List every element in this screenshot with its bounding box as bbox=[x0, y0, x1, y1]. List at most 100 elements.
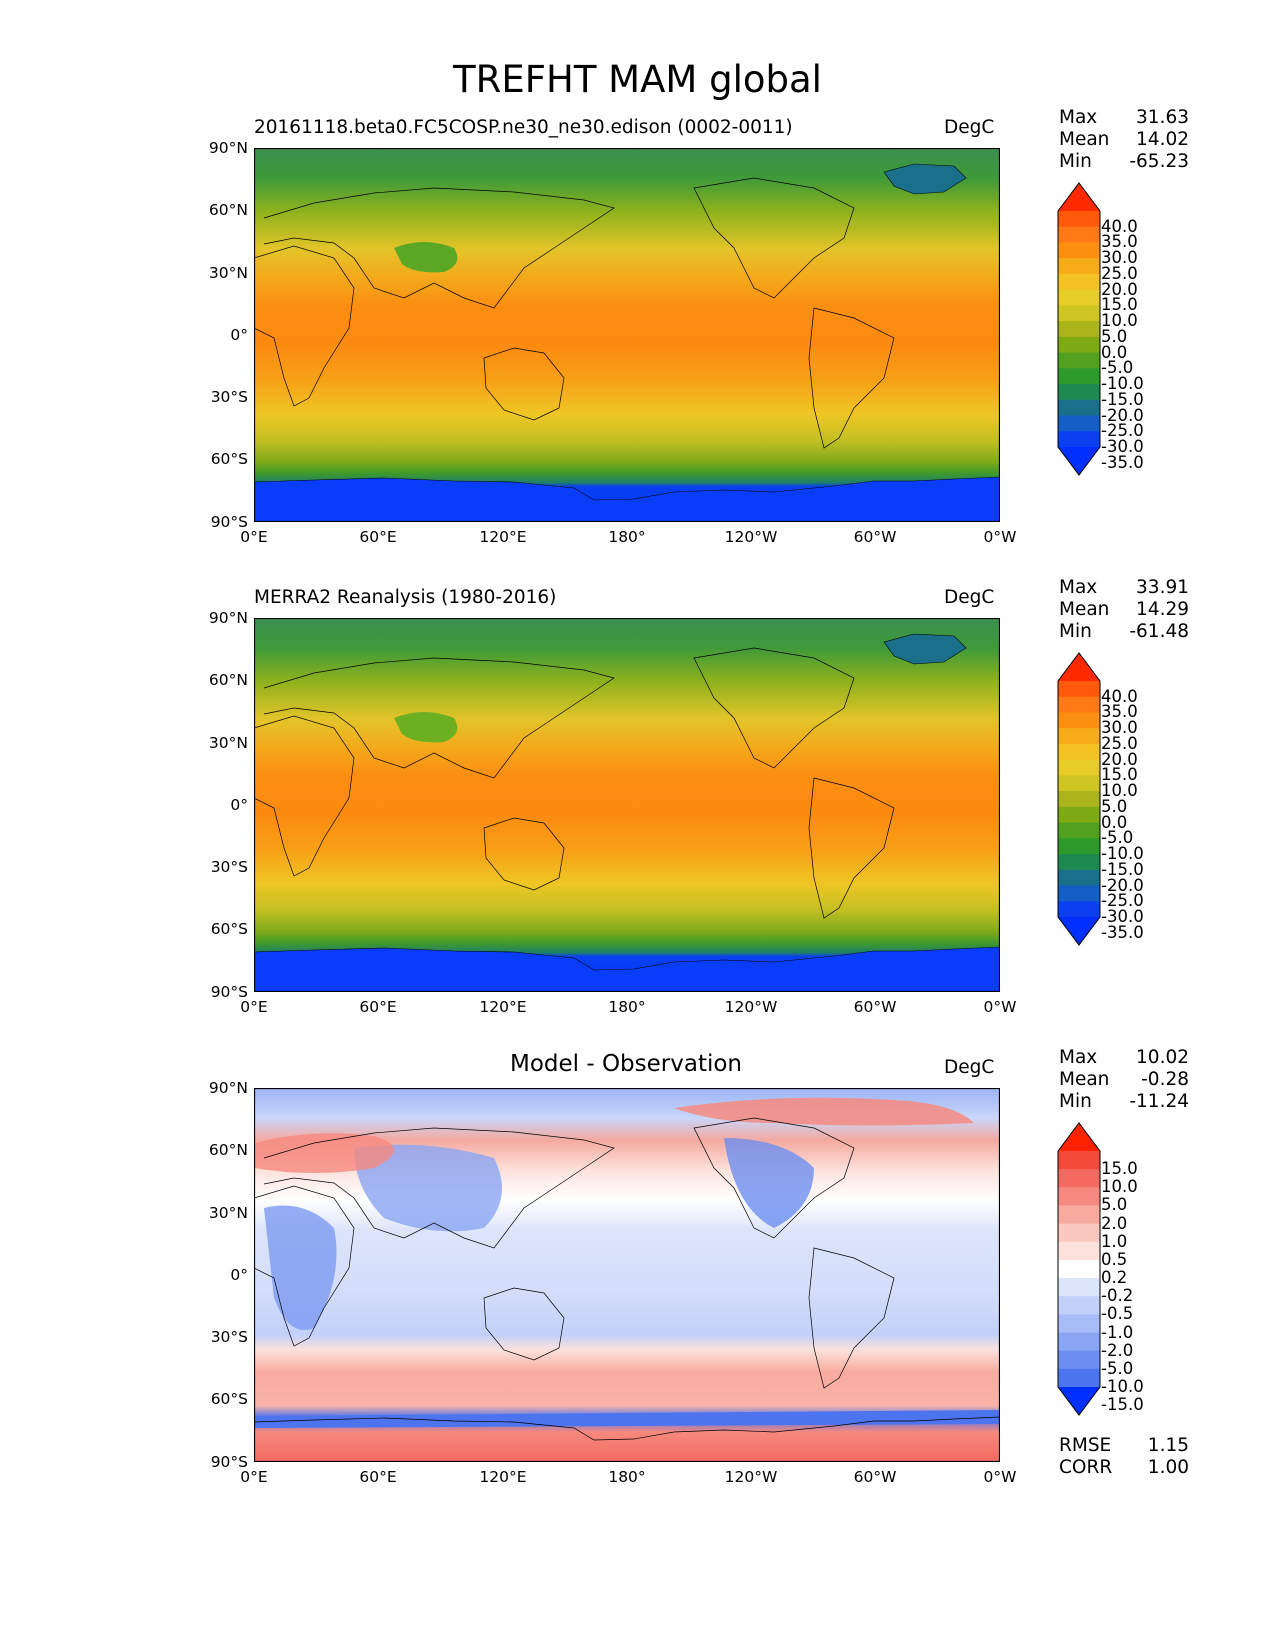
lat-tick: 60°N bbox=[208, 1141, 248, 1159]
figure-title: TREFHT MAM global bbox=[453, 58, 822, 101]
stat-corr: 1.00 bbox=[1147, 1457, 1189, 1478]
colorbar-tick-label: 25.0 bbox=[1101, 263, 1138, 283]
colorbar-tick-label: -10.0 bbox=[1101, 1377, 1144, 1396]
colorbar-extend-min bbox=[1058, 1387, 1100, 1415]
lon-tick: 120°W bbox=[724, 1468, 778, 1486]
colorbar-segment bbox=[1058, 885, 1100, 902]
colorbar-segment bbox=[1058, 854, 1100, 871]
colorbar-segment bbox=[1058, 712, 1100, 729]
colorbar-tick-label: -5.0 bbox=[1101, 358, 1134, 378]
lat-tick: 90°N bbox=[208, 139, 248, 157]
observation-panel: MERRA2 Reanalysis (1980-2016) DegC 90°N … bbox=[0, 577, 1275, 1045]
colorbar-tick-label: -15.0 bbox=[1101, 1395, 1144, 1415]
colorbar bbox=[1057, 1122, 1101, 1416]
colorbar-segment bbox=[1058, 273, 1100, 291]
temperature-map bbox=[254, 618, 1000, 992]
lon-tick: 60°W bbox=[853, 528, 897, 546]
colorbar-segment bbox=[1058, 728, 1100, 745]
colorbar-segment bbox=[1058, 289, 1100, 306]
lat-tick: 30°S bbox=[210, 388, 248, 406]
colorbar-outline bbox=[1057, 1122, 1101, 1416]
colorbar-tick-label: -35.0 bbox=[1101, 922, 1144, 942]
units-label: DegC bbox=[944, 117, 995, 138]
stat-label: Mean bbox=[1059, 1069, 1110, 1090]
south-america-coast bbox=[808, 1247, 895, 1389]
tibet-plateau bbox=[394, 242, 458, 273]
lat-tick: 90°S bbox=[210, 1453, 248, 1471]
colorbar-segment bbox=[1058, 305, 1100, 322]
stat-mean: 14.02 bbox=[1136, 129, 1189, 150]
colorbar-tick-label: 35.0 bbox=[1101, 232, 1138, 252]
map-frame bbox=[254, 618, 1000, 992]
lat-tick: 60°S bbox=[210, 920, 248, 938]
lon-tick: 60°E bbox=[359, 1468, 397, 1486]
lat-tick: 90°S bbox=[210, 513, 248, 531]
antarctica-coast bbox=[254, 946, 1000, 992]
colorbar-tick-label: -25.0 bbox=[1101, 421, 1144, 441]
difference-panel: Model - Observation DegC bbox=[0, 1047, 1275, 1515]
eurasia-coast bbox=[263, 187, 615, 309]
lat-tick: 90°N bbox=[208, 609, 248, 627]
colorbar-tick-label: 10.0 bbox=[1101, 1177, 1138, 1197]
colorbar-outline bbox=[1057, 182, 1101, 476]
colorbar-tick-label: 0.2 bbox=[1101, 1268, 1128, 1288]
units-label: DegC bbox=[944, 1057, 995, 1078]
lon-tick: 0°E bbox=[240, 998, 268, 1016]
colorbar-segment bbox=[1058, 1187, 1100, 1206]
colorbar-tick-label: -15.0 bbox=[1101, 389, 1144, 409]
colorbar-tick-label: 5.0 bbox=[1101, 326, 1128, 346]
map-frame bbox=[254, 1088, 1000, 1462]
colorbar-tick-label: -10.0 bbox=[1101, 374, 1144, 394]
colorbar-segment bbox=[1058, 384, 1100, 401]
colorbar-tick-label: 15.0 bbox=[1101, 765, 1138, 785]
colorbar-segment bbox=[1058, 696, 1100, 713]
colorbar-tick-label: 15.0 bbox=[1101, 1159, 1138, 1179]
stat-label: Max bbox=[1059, 1047, 1098, 1068]
colorbar-tick-label: 20.0 bbox=[1101, 749, 1138, 769]
north-america-coast bbox=[693, 1117, 855, 1239]
colorbar-tick-label: -10.0 bbox=[1101, 844, 1144, 864]
colorbar-tick-label: 0.0 bbox=[1101, 812, 1128, 832]
stat-label: Mean bbox=[1059, 599, 1110, 620]
lon-tick: 180° bbox=[608, 528, 646, 546]
colorbar-segment bbox=[1058, 258, 1100, 275]
australia-coast bbox=[483, 347, 565, 421]
colorbar-tick-label: 2.0 bbox=[1101, 1213, 1128, 1233]
eurasia-coast bbox=[263, 1127, 615, 1249]
stat-label: CORR bbox=[1059, 1457, 1113, 1478]
north-america-coast bbox=[693, 647, 855, 769]
colorbar bbox=[1057, 182, 1101, 476]
colorbar-segment bbox=[1058, 321, 1100, 338]
colorbar-extend-min bbox=[1058, 447, 1100, 475]
colorbar-segment bbox=[1058, 1314, 1100, 1334]
stat-label: Min bbox=[1059, 151, 1092, 172]
colorbar-segment bbox=[1058, 775, 1100, 792]
colorbar-extend-max bbox=[1058, 1123, 1100, 1151]
colorbar-segment bbox=[1058, 415, 1100, 432]
colorbar-tick-label: -5.0 bbox=[1101, 828, 1134, 848]
colorbar-tick-label: 25.0 bbox=[1101, 733, 1138, 753]
model-panel: 20161118.beta0.FC5COSP.ne30_ne30.edison … bbox=[0, 107, 1275, 575]
colorbar-segment bbox=[1058, 901, 1100, 918]
stat-mean: -0.28 bbox=[1141, 1069, 1189, 1090]
units-label: DegC bbox=[944, 587, 995, 608]
stats-box: Max 31.63 Mean 14.02 Min -65.23 bbox=[1059, 107, 1189, 173]
colorbar-tick-label: -5.0 bbox=[1101, 1358, 1134, 1378]
colorbar-segment bbox=[1058, 431, 1100, 448]
colorbar-segment bbox=[1058, 1350, 1100, 1370]
colorbar-tick-label: 5.0 bbox=[1101, 1195, 1128, 1215]
south-america-coast bbox=[808, 307, 895, 449]
temperature-map bbox=[254, 148, 1000, 522]
lon-tick: 120°E bbox=[479, 528, 527, 546]
lon-tick: 60°E bbox=[359, 998, 397, 1016]
colorbar-tick-label: 5.0 bbox=[1101, 796, 1128, 816]
colorbar-segment bbox=[1058, 1151, 1100, 1170]
lon-tick: 120°W bbox=[724, 528, 778, 546]
colorbar bbox=[1057, 652, 1101, 946]
lat-tick: 30°S bbox=[210, 858, 248, 876]
colorbar-segment bbox=[1058, 226, 1100, 243]
colorbar-tick-label: 10.0 bbox=[1101, 311, 1138, 331]
antarctica-coast bbox=[254, 1416, 1000, 1441]
africa-coast bbox=[254, 1185, 355, 1347]
colorbar-tick-label: -0.5 bbox=[1101, 1304, 1134, 1324]
